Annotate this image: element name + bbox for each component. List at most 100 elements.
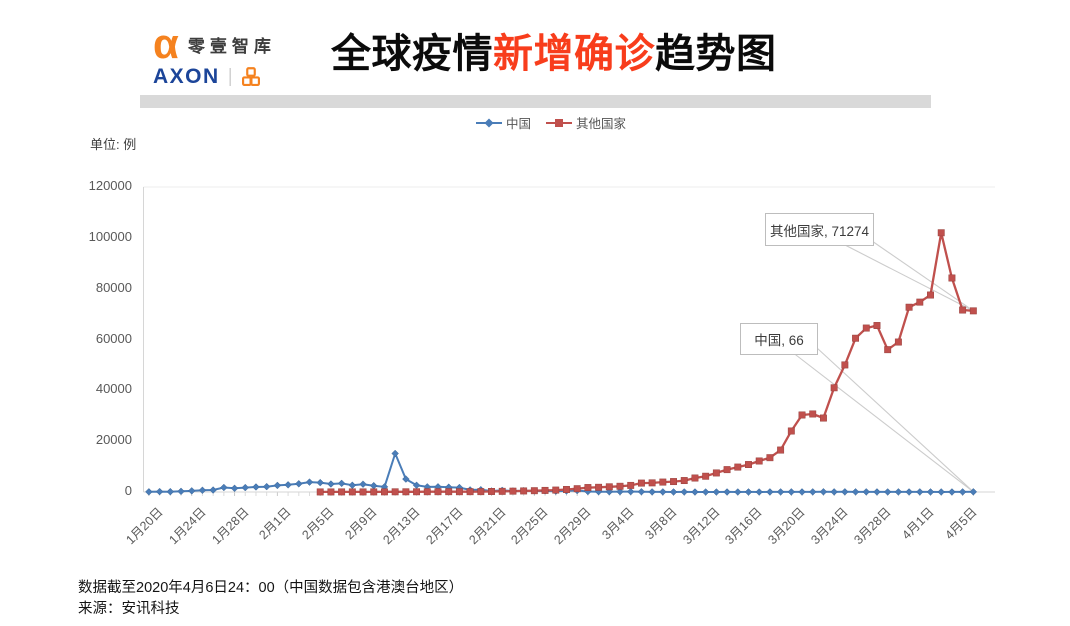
others-data-point — [787, 427, 795, 435]
china-data-point — [198, 486, 207, 495]
chain-squares-icon — [241, 67, 260, 86]
china-data-point — [894, 488, 903, 496]
others-data-point — [455, 488, 463, 496]
china-data-point — [230, 484, 239, 493]
others-line — [319, 231, 975, 494]
logo-axon-text: AXON — [153, 65, 220, 88]
callout-leader-line — [845, 245, 974, 312]
china-data-point — [284, 481, 292, 489]
china-data-point — [734, 488, 742, 496]
title-prefix: 全球疫情 — [331, 32, 493, 76]
china-data-point — [659, 488, 667, 496]
china-data-point — [883, 488, 892, 496]
others-data-point — [509, 487, 517, 495]
others-data-point — [766, 454, 774, 462]
others-data-point — [745, 461, 752, 469]
others-data-point — [819, 414, 827, 422]
china-data-point — [187, 487, 196, 495]
china-data-point — [948, 488, 956, 496]
china-data-point — [327, 480, 335, 488]
others-data-point — [670, 478, 677, 486]
others-data-point — [798, 411, 806, 419]
china-data-point — [348, 481, 357, 490]
others-data-point — [488, 488, 495, 495]
others-data-point — [809, 410, 817, 418]
others-data-point — [884, 346, 892, 354]
legend-label-others: 其他国家 — [576, 117, 627, 131]
others-data-point — [691, 474, 699, 482]
china-data-point — [155, 487, 164, 496]
others-data-point — [552, 486, 560, 494]
y-axis-label: 20000 — [95, 432, 132, 448]
footer-data-note: 数据截至2020年4月6日24：00（中国数据包含港澳台地区） — [78, 580, 464, 596]
others-data-point — [402, 488, 410, 496]
china-data-point — [808, 488, 817, 496]
y-axis-label: 60000 — [95, 330, 132, 346]
alpha-logo-icon: α — [153, 20, 179, 67]
china-data-point — [273, 481, 282, 490]
china-data-point — [626, 487, 635, 496]
china-data-point — [862, 488, 871, 496]
others-data-point — [563, 486, 570, 493]
y-axis-label: 40000 — [95, 381, 132, 397]
china-data-point — [391, 449, 399, 458]
china-data-point — [744, 488, 753, 496]
others-data-point — [413, 488, 421, 496]
others-data-point — [873, 322, 881, 329]
china-data-point — [145, 488, 153, 496]
others-data-point — [734, 463, 742, 471]
china-data-point — [701, 488, 710, 496]
china-data-point — [402, 475, 410, 483]
others-data-point — [573, 485, 581, 493]
annotation-other-countries: 其他国家, 71274 — [765, 213, 874, 246]
china-data-point — [241, 483, 250, 492]
others-data-point — [391, 488, 399, 496]
china-data-point — [969, 488, 978, 496]
china-data-point — [359, 480, 367, 488]
y-axis-label: 100000 — [88, 228, 132, 244]
others-data-point — [937, 229, 945, 237]
y-axis-label: 0 — [124, 483, 132, 498]
others-data-point — [862, 324, 870, 332]
others-data-point — [359, 488, 367, 496]
china-data-point — [798, 488, 806, 496]
china-data-point — [648, 488, 656, 496]
y-axis-label: 120000 — [88, 178, 132, 193]
callout-leader-line — [871, 240, 974, 312]
china-data-point — [369, 481, 378, 490]
china-data-point — [337, 479, 346, 488]
china-data-point — [873, 488, 881, 496]
page-title: 全球疫情新增确诊趋势图 — [331, 30, 777, 78]
others-data-point — [434, 488, 442, 496]
china-data-point — [295, 480, 303, 488]
china-data-point — [712, 488, 721, 496]
china-data-point — [669, 488, 678, 496]
others-data-point — [948, 274, 956, 282]
others-data-point — [370, 488, 378, 496]
others-data-point — [584, 484, 592, 492]
others-data-point — [466, 488, 474, 496]
legend-item-others: 其他国家 — [546, 113, 626, 132]
others-data-point — [841, 361, 849, 369]
china-data-point — [209, 486, 217, 494]
others-data-point — [605, 483, 613, 491]
china-data-point — [220, 483, 228, 492]
others-data-point — [423, 488, 431, 496]
others-data-point — [777, 446, 785, 454]
china-data-point — [305, 478, 314, 486]
china-data-point — [926, 488, 935, 496]
others-data-point — [680, 477, 688, 485]
others-data-point — [927, 291, 934, 299]
others-data-point — [905, 303, 913, 311]
china-data-point — [905, 488, 913, 496]
others-data-point — [969, 307, 977, 315]
others-data-point — [712, 469, 720, 477]
china-data-point — [252, 483, 260, 491]
china-data-point — [958, 488, 967, 496]
others-data-point — [520, 487, 528, 495]
china-data-point — [316, 478, 324, 487]
others-data-point — [541, 486, 549, 494]
china-line — [147, 452, 975, 493]
